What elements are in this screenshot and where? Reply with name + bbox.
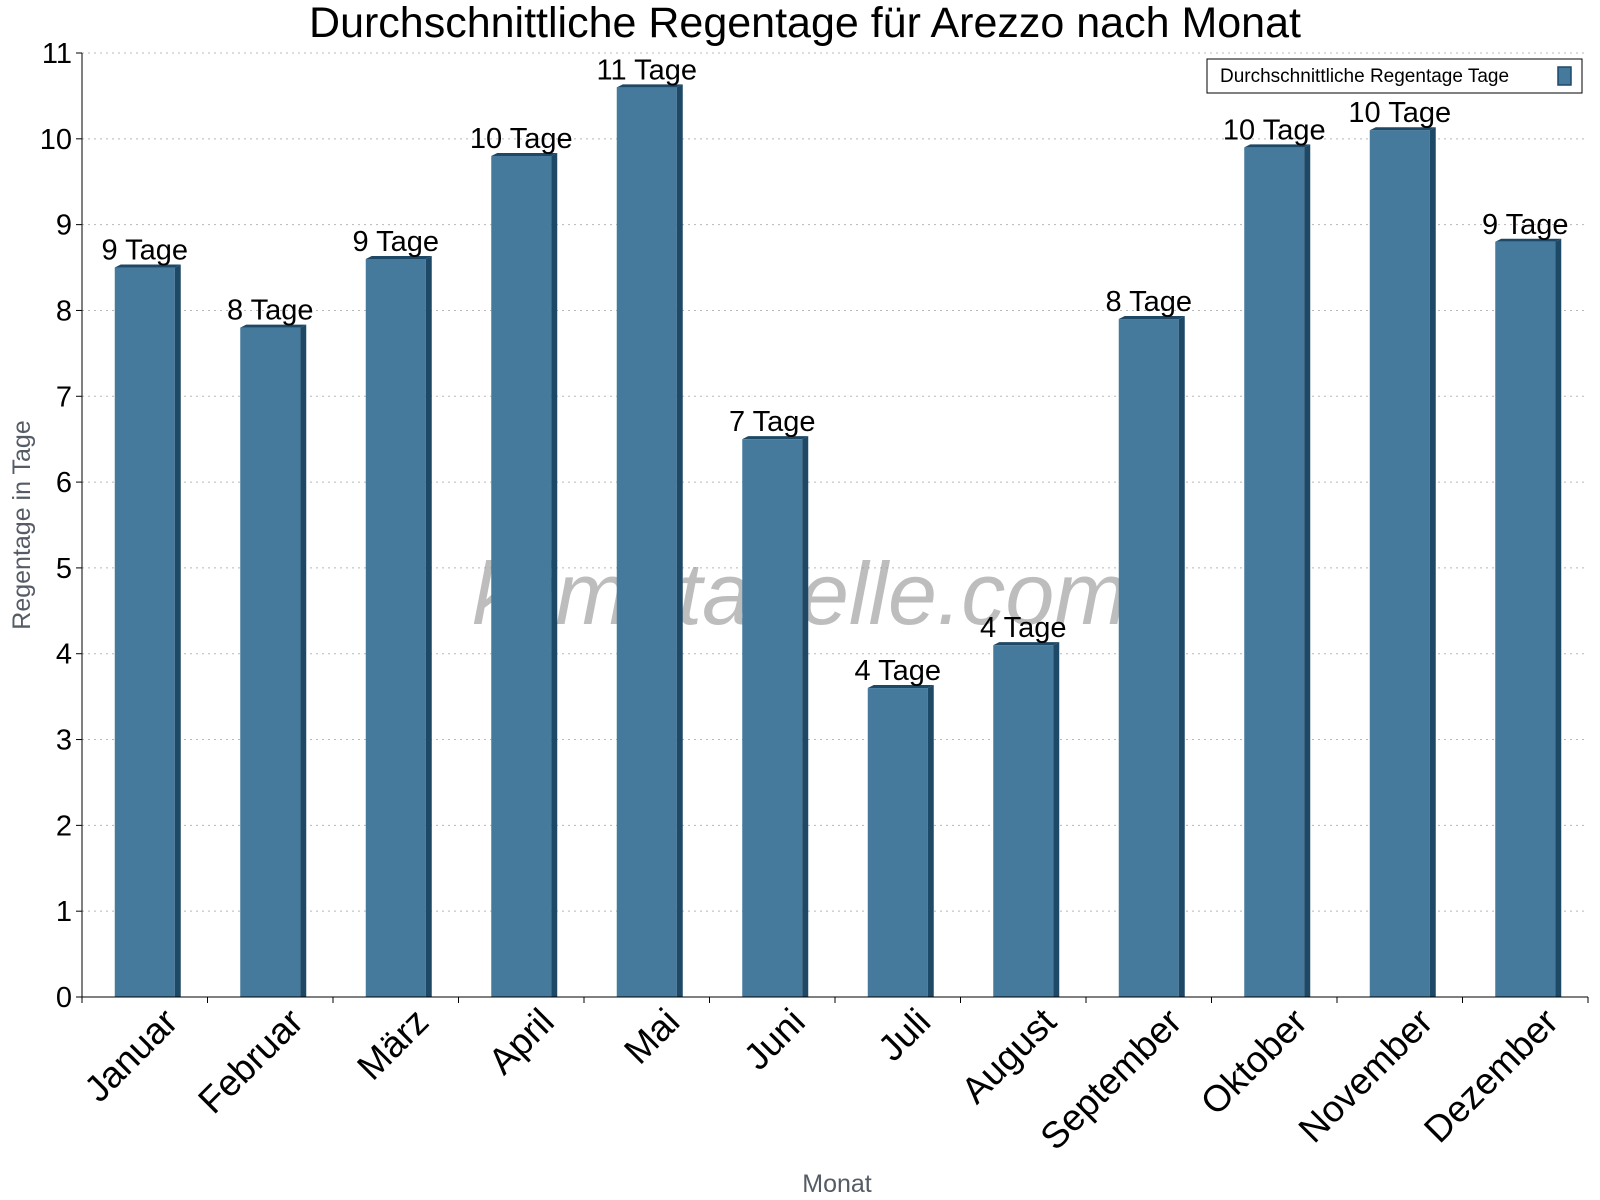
bar-side bbox=[1304, 144, 1311, 997]
bar-side bbox=[1053, 642, 1060, 997]
x-tick-label: Februar bbox=[190, 1001, 311, 1122]
y-tick-labels: 0 1 2 3 4 5 6 7 8 9 10 11 bbox=[40, 38, 72, 1014]
bar-value-label: 11 Tage bbox=[596, 54, 697, 86]
bar-side bbox=[1178, 316, 1185, 997]
x-tick-label: Juli bbox=[870, 1001, 938, 1069]
bar-januar bbox=[114, 264, 181, 998]
bar-side bbox=[551, 152, 558, 997]
bar-top bbox=[1495, 238, 1562, 242]
x-tick-label: Januar bbox=[76, 1001, 185, 1110]
bar-dezember bbox=[1495, 238, 1562, 998]
legend-swatch bbox=[1557, 66, 1572, 86]
bar-value-label: 10 Tage bbox=[1223, 114, 1326, 146]
bar-value-label: 10 Tage bbox=[470, 123, 573, 155]
x-tick-labels: Januar Februar März April Mai Juni Juli AugustS… bbox=[76, 1000, 1565, 1157]
bar-face bbox=[1495, 241, 1556, 998]
bar-value-label: 8 Tage bbox=[227, 295, 314, 327]
y-tick-label: 3 bbox=[56, 725, 72, 757]
bars bbox=[114, 84, 1562, 998]
x-tick-label: Oktober bbox=[1193, 1001, 1315, 1123]
bar-face bbox=[365, 258, 426, 997]
legend-box bbox=[1206, 58, 1583, 94]
bar-value-label: 9 Tage bbox=[352, 226, 439, 258]
bar-top bbox=[993, 642, 1060, 646]
y-tick-label: 10 bbox=[40, 124, 72, 156]
axes bbox=[76, 52, 1589, 1003]
bar-side bbox=[1555, 238, 1562, 998]
bar-side bbox=[802, 436, 809, 997]
bar-face bbox=[240, 327, 301, 998]
bar-value-label: 7 Tage bbox=[729, 406, 816, 438]
bar-august bbox=[993, 642, 1060, 997]
bar-face bbox=[491, 155, 552, 997]
y-tick-label: 7 bbox=[56, 381, 72, 413]
y-tick-label: 6 bbox=[56, 467, 72, 499]
chart-title: Durchschnittliche Regentage für Arezzo n… bbox=[309, 0, 1301, 47]
x-tick-label: Dezember bbox=[1416, 1001, 1566, 1151]
bar-top bbox=[616, 84, 683, 88]
y-tick-label: 0 bbox=[56, 982, 72, 1014]
bar-value-label: 8 Tage bbox=[1105, 286, 1192, 318]
bar-top bbox=[240, 324, 307, 328]
x-tick-label: November bbox=[1291, 1001, 1441, 1151]
bar-side bbox=[425, 255, 432, 998]
bar-märz bbox=[365, 255, 432, 998]
y-axis-label: Regentage in Tage bbox=[8, 420, 36, 629]
bar-face bbox=[1244, 147, 1305, 997]
bar-value-label: 9 Tage bbox=[101, 235, 188, 267]
y-tick-label: 8 bbox=[56, 295, 72, 327]
x-tick-label: August bbox=[953, 1000, 1064, 1111]
x-tick-label: Mai bbox=[616, 1001, 687, 1072]
bar-value-labels: 9 Tage 8 Tage 9 Tage 10 Tage 11 Tage 7 Tage 4 … bbox=[101, 54, 1568, 687]
bar-april bbox=[491, 152, 558, 997]
y-tick-label: 2 bbox=[56, 810, 72, 842]
y-tick-label: 5 bbox=[56, 553, 72, 585]
bar-top bbox=[1118, 316, 1185, 320]
gridlines bbox=[82, 52, 1588, 912]
bar-side bbox=[676, 84, 683, 997]
bar-februar bbox=[240, 324, 307, 998]
bar-face bbox=[1118, 319, 1179, 997]
x-axis-label: Monat bbox=[802, 1170, 872, 1198]
bar-oktober bbox=[1244, 144, 1311, 997]
bar-mai bbox=[616, 84, 683, 997]
bar-side bbox=[174, 264, 181, 998]
bar-top bbox=[491, 152, 558, 156]
bar-september bbox=[1118, 316, 1185, 997]
bar-november bbox=[1369, 127, 1436, 998]
y-tick-label: 9 bbox=[56, 210, 72, 242]
bar-face bbox=[993, 645, 1054, 997]
bar-face bbox=[616, 87, 677, 997]
y-tick-label: 1 bbox=[56, 896, 72, 928]
bar-face bbox=[867, 688, 928, 997]
y-tick-label: 4 bbox=[56, 639, 72, 671]
legend-label: Durchschnittliche Regentage Tage bbox=[1220, 66, 1509, 87]
legend: Durchschnittliche Regentage Tage bbox=[1206, 58, 1583, 94]
bar-face bbox=[114, 267, 175, 998]
bar-face bbox=[1369, 130, 1430, 998]
bar-juli bbox=[867, 685, 934, 997]
bar-face bbox=[742, 439, 803, 997]
y-tick-label: 11 bbox=[42, 38, 72, 70]
bar-top bbox=[365, 255, 432, 259]
x-tick-label: Juni bbox=[736, 1001, 813, 1078]
bar-top bbox=[1244, 144, 1311, 148]
bar-value-label: 4 Tage bbox=[980, 612, 1067, 644]
bar-top bbox=[114, 264, 181, 268]
bar-top bbox=[867, 685, 934, 689]
bar-side bbox=[300, 324, 307, 998]
bar-juni bbox=[742, 436, 809, 997]
x-tick-label: April bbox=[481, 1001, 562, 1082]
bar-top bbox=[1369, 127, 1436, 131]
bar-value-label: 10 Tage bbox=[1348, 97, 1451, 129]
bar-value-label: 4 Tage bbox=[854, 655, 941, 687]
bar-top bbox=[742, 436, 809, 440]
bar-side bbox=[1429, 127, 1436, 997]
bar-side bbox=[927, 685, 934, 997]
bar-value-label: 9 Tage bbox=[1482, 209, 1569, 241]
x-tick-label: März bbox=[349, 1001, 436, 1088]
